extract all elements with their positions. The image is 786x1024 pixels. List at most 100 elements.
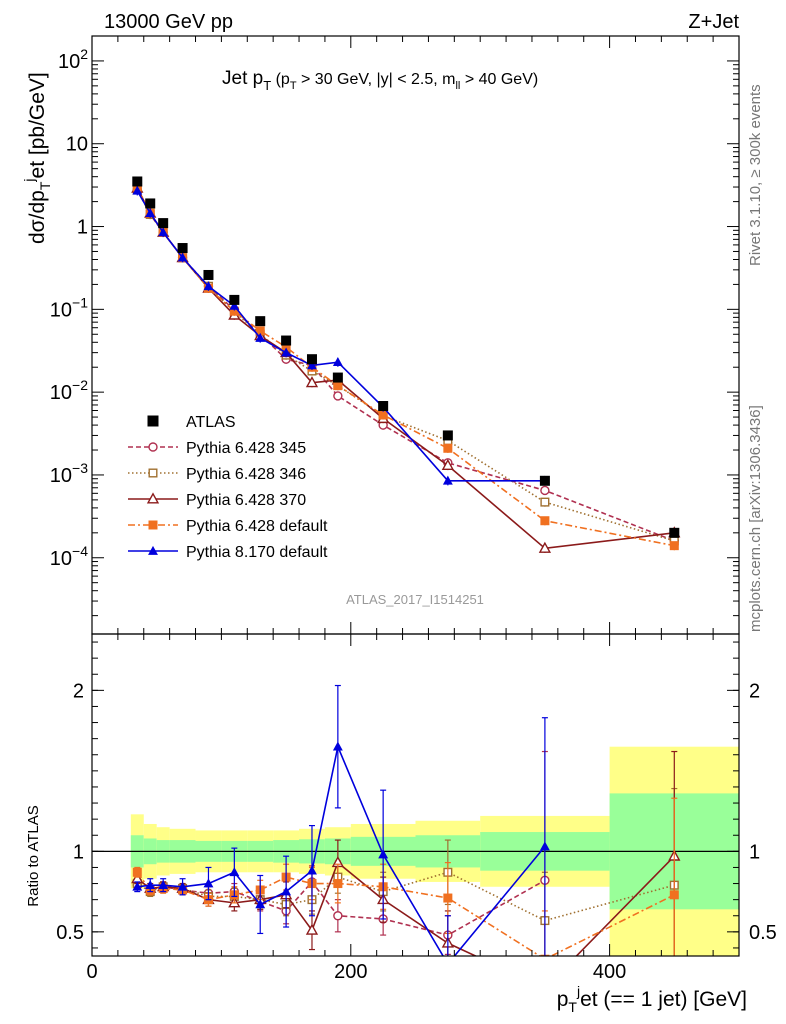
y-tick-base: 10 <box>50 299 72 321</box>
data-point <box>669 541 679 551</box>
ratio-data-point <box>177 881 188 891</box>
ratio-frame <box>91 633 740 957</box>
legend-label: Pythia 8.170 default <box>186 544 328 561</box>
y-tick-label: 1 <box>77 217 88 239</box>
ratio-data-point <box>281 886 292 896</box>
data-point <box>229 300 240 310</box>
data-point <box>255 326 265 336</box>
data-point <box>203 281 214 291</box>
legend-label: Pythia 6.428 346 <box>186 466 306 483</box>
xlabel-a: p <box>557 988 569 1011</box>
y-tick-base: 10 <box>50 382 72 404</box>
legend-label: Pythia 6.428 345 <box>186 440 306 457</box>
y-tick-base: 10 <box>66 134 88 156</box>
ratio-y-tick-label: 2 <box>73 680 84 702</box>
title-cut-open: (p <box>271 71 290 88</box>
ylabel-b: et [pb/GeV] <box>26 72 49 178</box>
ratio-ticks: 0.5 0.5 1 1 2 2 0 200 400 <box>56 634 777 983</box>
y-tick-label: 10 <box>66 134 88 156</box>
ratio-data-point <box>229 867 240 877</box>
legend-marker <box>148 545 158 555</box>
ratio-ylabel: Ratio to ATLAS <box>25 805 42 906</box>
legend-marker <box>148 520 158 530</box>
series-line <box>136 189 675 542</box>
data-point <box>132 176 143 187</box>
data-point <box>158 218 169 229</box>
data-point <box>540 516 550 526</box>
data-point <box>145 198 156 209</box>
data-point <box>281 335 292 346</box>
ratio-data-point <box>539 841 550 851</box>
title-cut-sub: T <box>290 80 297 92</box>
data-point <box>333 381 343 391</box>
data-point <box>378 410 388 420</box>
legend-item: Pythia 6.428 default <box>128 518 328 535</box>
header-right: Z+Jet <box>688 11 739 33</box>
ylabel-a-sup: j <box>21 178 37 182</box>
ratio-data-point <box>255 899 266 909</box>
legend-marker <box>148 468 158 478</box>
data-point <box>306 354 317 365</box>
data-point <box>145 207 156 217</box>
legend-label: Pythia 6.428 370 <box>186 492 306 509</box>
ratio-y-tick-label-right: 1 <box>749 841 760 863</box>
x-tick-label: 400 <box>593 961 626 983</box>
x-tick-label: 200 <box>334 961 367 983</box>
xlabel-a-sub: T <box>568 999 577 1015</box>
data-point <box>203 269 214 280</box>
data-point <box>229 294 240 305</box>
y-tick-exp: 2 <box>80 46 88 62</box>
ratio-data-point <box>443 959 453 968</box>
y-tick-base: 10 <box>50 548 72 570</box>
main-ylabel: dσ/dpTjet [pb/GeV] <box>21 72 53 244</box>
ratio-data-layer <box>131 684 681 992</box>
data-point <box>442 475 453 485</box>
series-line <box>136 190 545 482</box>
data-point <box>307 360 317 370</box>
header-left: 13000 GeV pp <box>104 11 233 33</box>
legend-marker <box>148 442 158 452</box>
legend-label: Pythia 6.428 default <box>186 518 328 535</box>
ratio-y-tick-label: 0.5 <box>56 922 84 944</box>
ratio-data-point <box>378 849 389 859</box>
data-point <box>281 347 292 357</box>
series-line <box>136 186 675 547</box>
title-cut-text: > 30 GeV, |y| < 2.5, m <box>297 71 456 88</box>
data-point <box>332 372 343 383</box>
title-main-sub: T <box>263 78 271 93</box>
data-point <box>539 475 550 486</box>
ratio-data-point <box>132 881 143 891</box>
y-tick-label: 10−1 <box>50 294 88 321</box>
xlabel-b: et (== 1 jet) [GeV] <box>580 988 747 1011</box>
ratio-data-point <box>158 879 169 889</box>
data-point <box>540 485 550 496</box>
legend-item: Pythia 8.170 default <box>128 544 328 561</box>
ratio-series-line <box>137 879 546 936</box>
ratio-data-point <box>443 893 453 903</box>
main-data-layer <box>131 176 681 553</box>
data-point <box>378 401 389 412</box>
series-atlas <box>132 176 680 538</box>
title-main: Jet p <box>222 68 263 89</box>
y-tick-exp: −3 <box>72 460 88 476</box>
ylabel-a-sub: T <box>37 181 53 190</box>
y-tick-exp: −4 <box>72 543 88 559</box>
ratio-data-point <box>540 983 550 992</box>
ratio-data-point <box>669 890 679 900</box>
y-tick-label: 10−2 <box>50 377 88 404</box>
y-tick-base: 1 <box>77 217 88 239</box>
ratio-y-tick-label: 1 <box>73 841 84 863</box>
x-tick-label: 0 <box>86 961 97 983</box>
data-point <box>443 443 453 453</box>
legend-item: Pythia 6.428 345 <box>128 440 306 457</box>
ratio-data-point <box>332 741 343 751</box>
data-point <box>255 332 266 342</box>
data-point <box>305 376 319 388</box>
data-point <box>281 342 291 352</box>
data-point <box>158 227 169 237</box>
ratio-data-point <box>132 867 142 877</box>
data-point <box>441 458 454 471</box>
